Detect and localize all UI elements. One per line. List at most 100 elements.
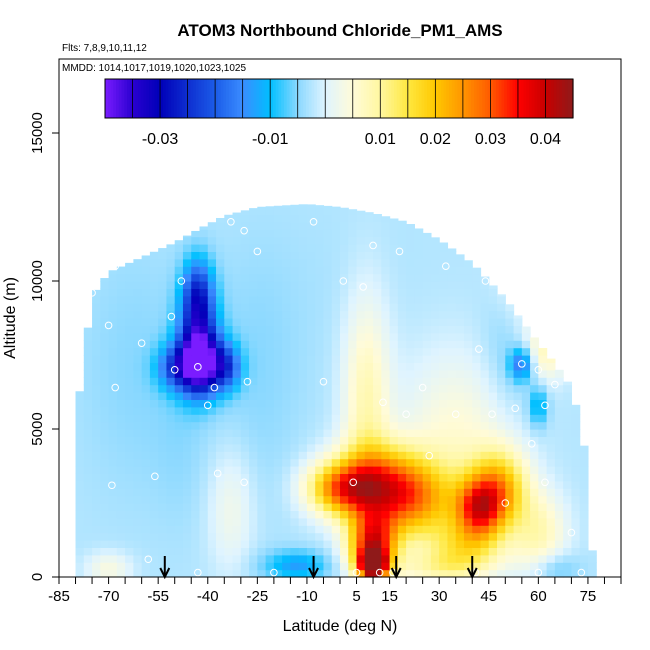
heatmap-cell bbox=[298, 244, 308, 252]
heatmap-cell bbox=[191, 273, 201, 282]
heatmap-cell bbox=[373, 532, 382, 541]
heatmap-cell bbox=[530, 510, 539, 519]
heatmap-cell bbox=[158, 473, 168, 482]
heatmap-cell bbox=[191, 517, 201, 526]
heatmap-cell bbox=[224, 503, 234, 511]
heatmap-cell bbox=[579, 562, 589, 571]
heatmap-cell bbox=[323, 458, 333, 467]
heatmap-cell bbox=[455, 554, 465, 563]
heatmap-cell bbox=[149, 399, 159, 408]
heatmap-cell bbox=[216, 236, 225, 245]
heatmap-cell bbox=[505, 443, 515, 452]
colorbar-segment bbox=[388, 79, 392, 118]
heatmap-cell bbox=[513, 540, 523, 548]
colorbar-segment bbox=[308, 79, 313, 118]
heatmap-cell bbox=[191, 532, 201, 541]
heatmap-cell bbox=[447, 281, 457, 289]
heatmap-cell bbox=[447, 295, 457, 304]
heatmap-cell bbox=[116, 340, 126, 349]
heatmap-cell bbox=[92, 540, 101, 548]
heatmap-cell bbox=[216, 325, 225, 334]
heatmap-cell bbox=[100, 473, 110, 482]
heatmap-cell bbox=[530, 473, 539, 482]
heatmap-cell bbox=[348, 554, 358, 563]
heatmap-cell bbox=[422, 466, 432, 474]
heatmap-cell bbox=[480, 569, 490, 578]
heatmap-cell bbox=[364, 443, 374, 452]
colorbar-segment bbox=[487, 79, 492, 118]
heatmap-cell bbox=[430, 458, 440, 467]
heatmap-cell bbox=[463, 488, 473, 497]
heatmap-cell bbox=[480, 392, 490, 400]
heatmap-cell bbox=[166, 303, 176, 312]
heatmap-cell bbox=[488, 285, 498, 289]
heatmap-cell bbox=[83, 414, 93, 423]
heatmap-cell bbox=[331, 303, 341, 312]
heatmap-cell bbox=[265, 488, 275, 497]
heatmap-cell bbox=[149, 569, 159, 578]
heatmap-cell bbox=[149, 480, 159, 489]
heatmap-cell bbox=[273, 554, 283, 563]
heatmap-cell bbox=[273, 399, 283, 408]
heatmap-cell bbox=[397, 244, 407, 252]
heatmap-cell bbox=[356, 399, 366, 408]
heatmap-cell bbox=[521, 355, 531, 363]
heatmap-cell bbox=[133, 355, 143, 363]
heatmap-cell bbox=[100, 547, 110, 556]
heatmap-cell bbox=[373, 458, 382, 467]
heatmap-cell bbox=[257, 473, 267, 482]
colorbar-segment bbox=[259, 79, 263, 118]
heatmap-cell bbox=[447, 273, 457, 282]
heatmap-cell bbox=[182, 540, 192, 548]
heatmap-cell bbox=[133, 458, 143, 467]
heatmap-cell bbox=[199, 540, 209, 548]
heatmap-cell bbox=[249, 273, 258, 282]
heatmap-cell bbox=[414, 436, 424, 445]
heatmap-cell bbox=[414, 236, 424, 245]
heatmap-cell bbox=[298, 562, 308, 571]
heatmap-cell bbox=[381, 325, 391, 334]
heatmap-cell bbox=[430, 421, 440, 430]
heatmap-cell bbox=[298, 332, 308, 341]
heatmap-cell bbox=[306, 510, 316, 519]
heatmap-cell bbox=[538, 436, 548, 445]
heatmap-cell bbox=[224, 458, 234, 467]
heatmap-cell bbox=[472, 554, 482, 563]
heatmap-cell bbox=[174, 414, 184, 423]
heatmap-cell bbox=[439, 325, 449, 334]
heatmap-cell bbox=[265, 554, 275, 563]
heatmap-cell bbox=[116, 310, 126, 319]
colorbar-segment bbox=[534, 79, 538, 118]
heatmap-cell bbox=[75, 510, 85, 519]
heatmap-cell bbox=[216, 377, 225, 386]
heatmap-cell bbox=[397, 332, 407, 341]
x-tick-label: -25 bbox=[247, 588, 269, 605]
heatmap-cell bbox=[455, 495, 465, 504]
colorbar-segment bbox=[468, 79, 472, 118]
x-axis-label: Latitude (deg N) bbox=[283, 618, 398, 635]
heatmap-cell bbox=[257, 414, 267, 423]
heatmap-cell bbox=[249, 421, 258, 430]
heatmap-cell bbox=[216, 458, 225, 467]
heatmap-cell bbox=[174, 510, 184, 519]
heatmap-cell bbox=[125, 325, 134, 334]
heatmap-cell bbox=[232, 510, 242, 519]
heatmap-cell bbox=[158, 248, 168, 252]
colorbar-segment bbox=[297, 79, 302, 118]
heatmap-cell bbox=[174, 362, 184, 371]
heatmap-cell bbox=[447, 266, 457, 275]
heatmap-cell bbox=[472, 318, 482, 326]
heatmap-cell bbox=[224, 214, 234, 223]
heatmap-cell bbox=[265, 532, 275, 541]
heatmap-cell bbox=[207, 303, 217, 312]
heatmap-cell bbox=[92, 303, 101, 312]
heatmap-cell bbox=[389, 288, 399, 297]
heatmap-cell bbox=[125, 310, 134, 319]
heatmap-cell bbox=[546, 436, 556, 445]
heatmap-cell bbox=[133, 362, 143, 371]
heatmap-cell bbox=[488, 347, 498, 356]
heatmap-cell bbox=[232, 421, 242, 430]
heatmap-cell bbox=[108, 554, 118, 563]
heatmap-cell bbox=[488, 421, 498, 430]
heatmap-cell bbox=[174, 244, 184, 252]
